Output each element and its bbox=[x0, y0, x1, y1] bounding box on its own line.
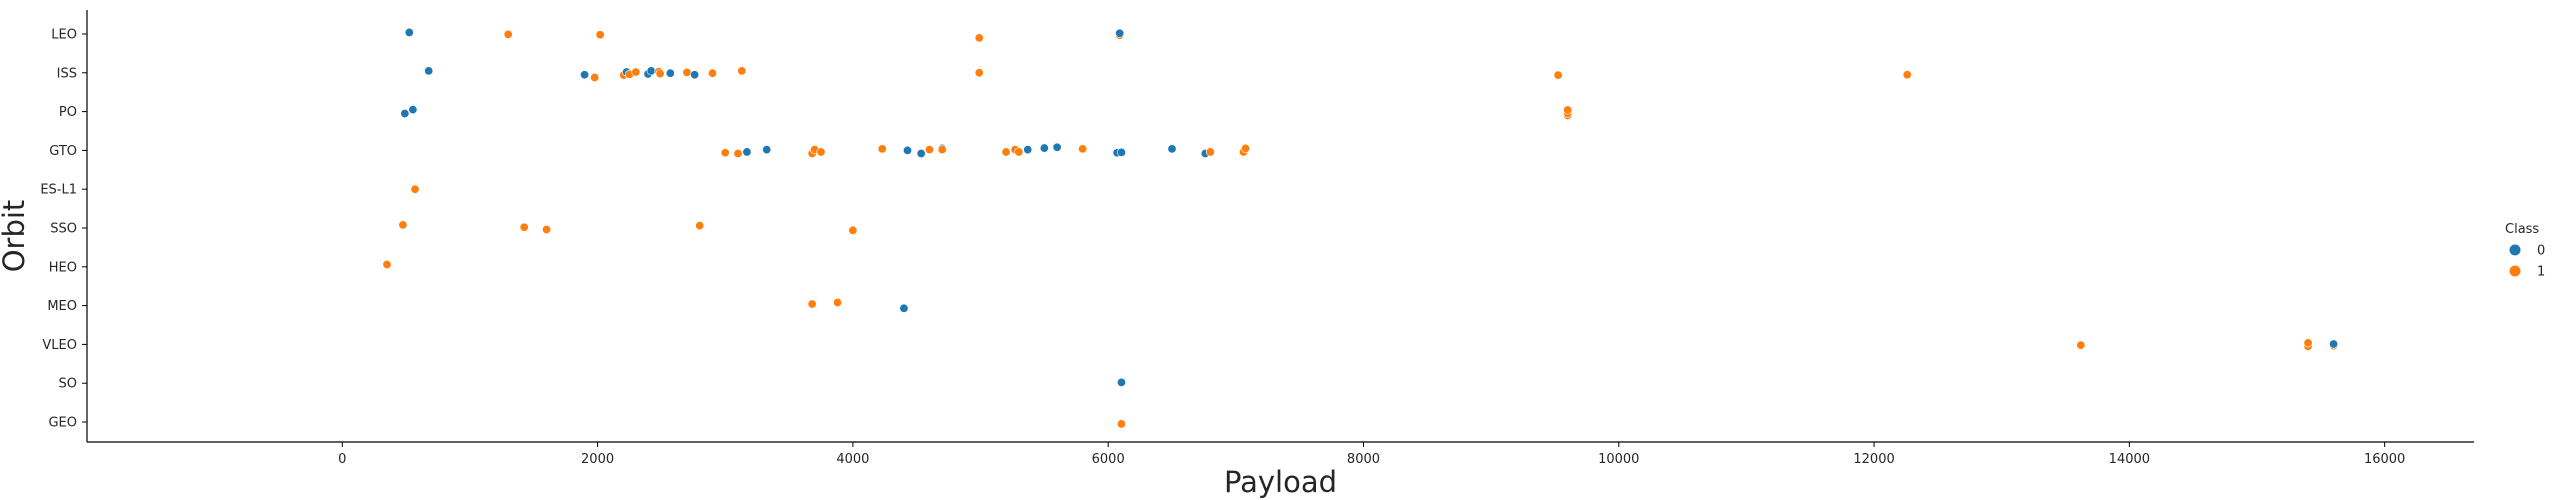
y-tick-label: VLEO bbox=[42, 338, 77, 353]
x-tick-label: 0 bbox=[338, 452, 346, 467]
scatter-point bbox=[424, 66, 434, 76]
scatter-point bbox=[682, 67, 692, 77]
scatter-point bbox=[400, 109, 410, 119]
scatter-point bbox=[924, 145, 934, 155]
scatter-point bbox=[974, 33, 984, 43]
scatter-point bbox=[733, 149, 743, 159]
legend-label: 1 bbox=[2537, 265, 2545, 280]
scatter-point bbox=[762, 145, 772, 155]
scatter-point bbox=[655, 69, 665, 79]
plot-area bbox=[382, 27, 2339, 429]
scatter-point bbox=[877, 144, 887, 154]
scatter-point bbox=[503, 29, 513, 39]
scatter-point bbox=[2329, 339, 2339, 349]
scatter-point bbox=[408, 105, 418, 115]
scatter-point bbox=[690, 70, 700, 80]
scatter-point bbox=[646, 66, 656, 76]
scatter-point bbox=[899, 303, 909, 313]
scatter-point bbox=[807, 299, 817, 309]
y-tick-label: ISS bbox=[57, 66, 77, 81]
scatter-point bbox=[720, 148, 730, 158]
scatter-point bbox=[580, 70, 590, 80]
x-tick-label: 8000 bbox=[1347, 452, 1380, 467]
y-tick-label: GTO bbox=[49, 144, 77, 159]
legend-marker bbox=[2509, 244, 2521, 256]
y-axis-title: Orbit bbox=[0, 200, 31, 273]
x-tick-label: 12000 bbox=[1853, 452, 1894, 467]
scatter-point bbox=[2303, 338, 2313, 348]
scatter-point bbox=[737, 66, 747, 76]
scatter-point bbox=[937, 145, 947, 155]
scatter-point bbox=[665, 68, 675, 78]
legend-marker bbox=[2509, 265, 2521, 277]
x-tick-label: 6000 bbox=[1092, 452, 1125, 467]
scatter-point bbox=[1116, 419, 1126, 429]
scatter-point bbox=[595, 30, 605, 40]
scatter-point bbox=[848, 225, 858, 235]
scatter-point bbox=[1116, 147, 1126, 157]
y-tick-label: GEO bbox=[48, 416, 77, 431]
scatter-point bbox=[1116, 377, 1126, 387]
scatter-point bbox=[903, 145, 913, 155]
scatter-point bbox=[542, 225, 552, 235]
scatter-point bbox=[382, 259, 392, 269]
scatter-point bbox=[631, 67, 641, 77]
scatter-point bbox=[1241, 143, 1251, 153]
y-tick-label: SSO bbox=[50, 222, 77, 237]
scatter-point bbox=[1023, 145, 1033, 155]
legend-label: 0 bbox=[2537, 244, 2545, 259]
scatter-point bbox=[707, 68, 717, 78]
scatter-point bbox=[1902, 70, 1912, 80]
scatter-point bbox=[1014, 147, 1024, 157]
scatter-point bbox=[1039, 143, 1049, 153]
scatter-point bbox=[1078, 144, 1088, 154]
x-tick-label: 10000 bbox=[1598, 452, 1639, 467]
scatter-point bbox=[742, 147, 752, 157]
x-tick-label: 14000 bbox=[2109, 452, 2150, 467]
y-tick-label: PO bbox=[59, 105, 77, 120]
scatter-point bbox=[1205, 147, 1215, 157]
scatter-point bbox=[1167, 144, 1177, 154]
legend-title: Class bbox=[2505, 222, 2539, 237]
scatter-point bbox=[404, 27, 414, 37]
x-tick-label: 2000 bbox=[581, 452, 614, 467]
y-axis: LEO ISS PO GTO ES-L1 SSO HEO MEO VLEO SO GEO bbox=[40, 10, 88, 442]
scatter-point bbox=[398, 220, 408, 230]
x-tick-label: 16000 bbox=[2364, 452, 2405, 467]
scatter-point bbox=[590, 72, 600, 82]
scatter-point bbox=[519, 222, 529, 232]
y-tick-label: ES-L1 bbox=[40, 183, 77, 198]
scatter-point bbox=[974, 68, 984, 78]
scatter-point bbox=[1001, 147, 1011, 157]
scatter-point bbox=[816, 147, 826, 157]
scatter-point bbox=[1553, 70, 1563, 80]
y-tick-label: HEO bbox=[49, 260, 77, 275]
scatter-point bbox=[1563, 105, 1573, 115]
y-tick-label: LEO bbox=[51, 28, 77, 43]
y-tick-label: SO bbox=[59, 377, 77, 392]
scatter-point bbox=[916, 149, 926, 159]
scatter-point bbox=[833, 297, 843, 307]
scatter-point bbox=[2076, 340, 2086, 350]
scatter-point bbox=[1115, 28, 1125, 38]
y-tick-label: MEO bbox=[47, 299, 77, 314]
legend: Class 0 1 bbox=[2505, 222, 2545, 280]
scatter-point bbox=[695, 221, 705, 231]
x-tick-label: 4000 bbox=[836, 452, 869, 467]
x-axis-title: Payload bbox=[1224, 465, 1337, 499]
scatter-point bbox=[1052, 142, 1062, 152]
scatter-point bbox=[410, 184, 420, 194]
x-axis: 0 2000 4000 6000 8000 10000 12000 14000 16000 bbox=[87, 441, 2474, 467]
